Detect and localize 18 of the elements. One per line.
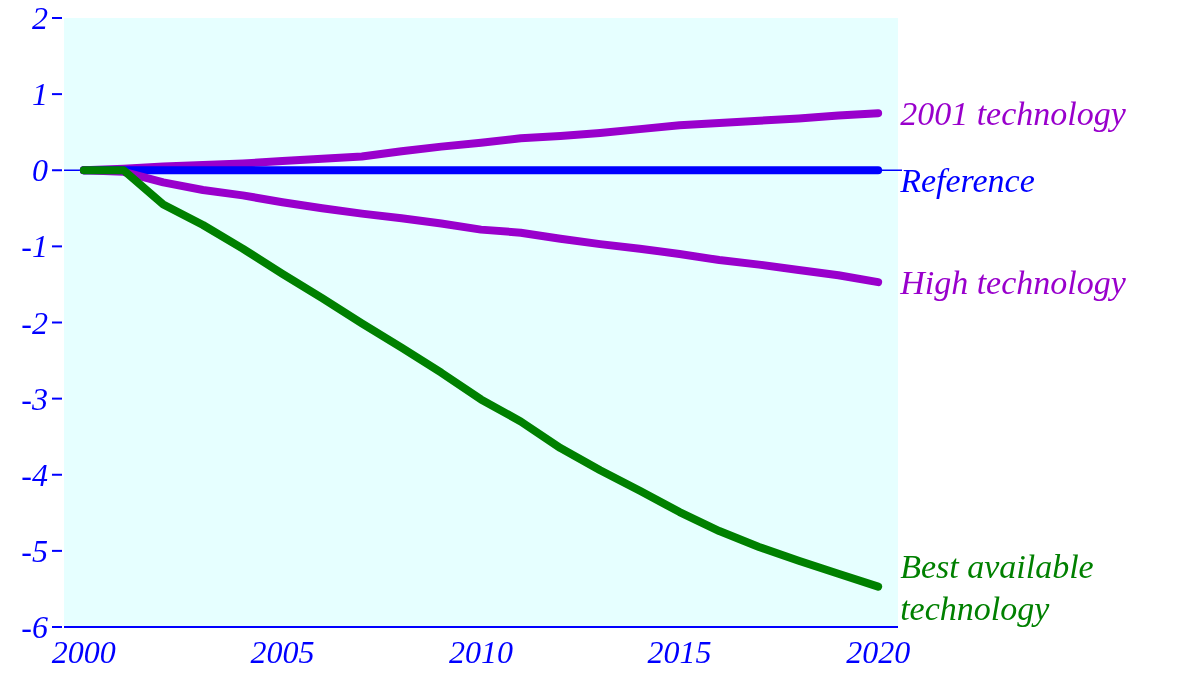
x-tick-label: 2005 — [250, 634, 315, 670]
series-label: 2001 technology — [900, 94, 1127, 132]
y-tick-label: 0 — [32, 152, 48, 189]
y-tick-label: -1 — [21, 228, 48, 265]
series-label: Reference — [899, 161, 1035, 199]
x-tick-label: 2015 — [647, 634, 712, 670]
y-tick-label: 1 — [32, 76, 48, 113]
y-tick-label: -5 — [21, 532, 48, 569]
series-label: High technology — [899, 263, 1127, 301]
y-tick-label: -2 — [21, 304, 48, 341]
x-tick-label: 2000 — [51, 634, 116, 670]
x-tick-label: 2010 — [449, 634, 513, 670]
series-label: Best available technology — [900, 547, 1094, 627]
y-tick-label: -4 — [21, 456, 48, 493]
y-tick-label: -6 — [21, 609, 48, 645]
y-tick-label: -3 — [21, 380, 48, 417]
x-tick-label: 2020 — [846, 634, 911, 670]
y-tick-label: 2 — [32, 0, 48, 36]
